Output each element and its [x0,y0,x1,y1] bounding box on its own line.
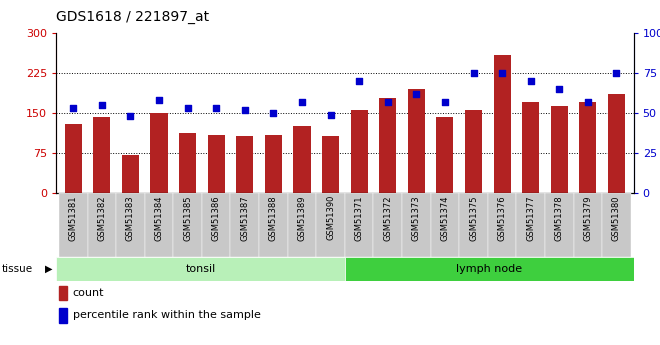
Bar [116,193,145,257]
Point [411,91,422,97]
Text: GSM51389: GSM51389 [298,195,306,240]
Bar [602,193,631,257]
Point [525,78,536,83]
Point [297,99,308,105]
Point [182,106,193,111]
Point [554,86,564,92]
Bar [408,89,425,193]
Bar [59,193,88,257]
Bar [236,136,253,193]
Point [468,70,478,76]
Bar [545,193,574,257]
Point [611,70,622,76]
Bar [93,117,110,193]
Text: GSM51381: GSM51381 [69,195,78,240]
Bar [459,193,488,257]
Text: GSM51383: GSM51383 [126,195,135,241]
Text: GDS1618 / 221897_at: GDS1618 / 221897_at [56,10,209,24]
Bar [402,193,430,257]
Text: GSM51386: GSM51386 [212,195,220,241]
Bar [179,133,196,193]
Bar [88,193,116,257]
Point [583,99,593,105]
Bar [574,193,602,257]
Bar [345,257,634,281]
Point [125,114,136,119]
Bar [202,193,230,257]
Text: GSM51376: GSM51376 [498,195,507,241]
Text: GSM51384: GSM51384 [154,195,164,240]
Bar [379,98,396,193]
Text: GSM51380: GSM51380 [612,195,621,240]
Bar [579,102,597,193]
Bar [56,257,345,281]
Point [68,106,79,111]
Text: GSM51390: GSM51390 [326,195,335,240]
Text: ▶: ▶ [45,264,52,274]
Point [497,70,508,76]
Text: GSM51388: GSM51388 [269,195,278,241]
Bar [150,113,168,193]
Bar [259,193,288,257]
Text: GSM51382: GSM51382 [97,195,106,240]
Point [440,99,450,105]
Text: tissue: tissue [1,264,32,274]
Text: GSM51377: GSM51377 [526,195,535,241]
Bar [608,94,625,193]
Text: GSM51374: GSM51374 [440,195,449,240]
Point [268,110,279,116]
Bar [294,126,311,193]
Bar [316,193,345,257]
Point [154,97,164,103]
Bar [430,193,459,257]
Point [211,106,222,111]
Text: GSM51387: GSM51387 [240,195,249,241]
Text: percentile rank within the sample: percentile rank within the sample [73,310,261,320]
Text: GSM51373: GSM51373 [412,195,421,241]
Bar [122,155,139,193]
Bar [145,193,174,257]
Bar [550,106,568,193]
Bar [288,193,316,257]
Bar [322,136,339,193]
Bar [488,193,516,257]
Bar [208,136,225,193]
Bar [494,55,511,193]
Text: lymph node: lymph node [456,264,522,274]
Point [96,102,107,108]
Text: count: count [73,288,104,298]
Text: tonsil: tonsil [185,264,216,274]
Bar [345,193,374,257]
Bar [516,193,545,257]
Text: GSM51385: GSM51385 [183,195,192,240]
Bar [350,110,368,193]
Bar [265,136,282,193]
Point [382,99,393,105]
Bar [374,193,402,257]
Bar [230,193,259,257]
Bar [65,124,82,193]
Text: GSM51379: GSM51379 [583,195,593,240]
Point [240,107,250,112]
Text: GSM51372: GSM51372 [383,195,392,240]
Bar [522,102,539,193]
Bar [465,110,482,193]
Point [325,112,336,117]
Text: GSM51371: GSM51371 [354,195,364,240]
Text: GSM51375: GSM51375 [469,195,478,240]
Bar [436,117,453,193]
Bar [174,193,202,257]
Point [354,78,364,83]
Text: GSM51378: GSM51378 [555,195,564,241]
